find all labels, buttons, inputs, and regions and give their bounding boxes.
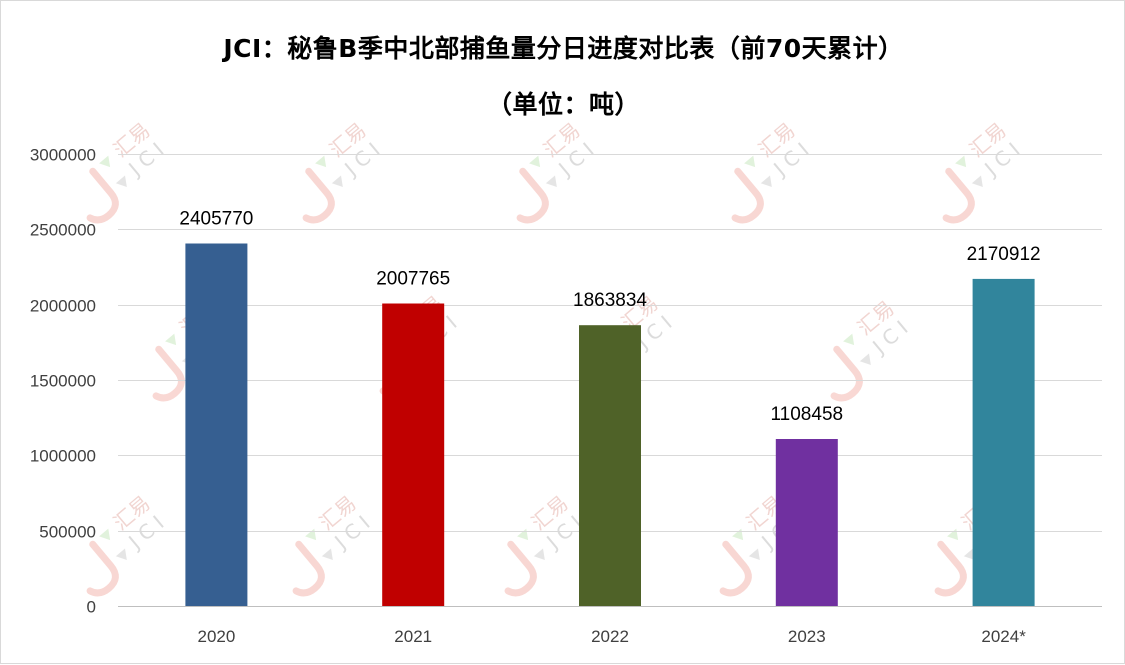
watermark-j-mark [516, 167, 549, 224]
watermark-j-mark [302, 167, 335, 224]
bar-2020 [185, 243, 248, 606]
watermark-leaf-mark [843, 333, 855, 346]
watermark-leaf-mark [305, 528, 317, 541]
y-tick-label: 1500000 [30, 372, 96, 391]
watermark-leaf-mark [529, 155, 541, 168]
y-tick-label: 2000000 [30, 297, 96, 316]
x-tick-label: 2020 [197, 627, 235, 646]
x-axis: 2020 2021 2022 2023 2024* [197, 627, 1026, 646]
watermark-j-mark [152, 345, 185, 402]
watermark-j-mark [830, 345, 863, 402]
watermark-grey-mark [115, 548, 127, 561]
watermark-leaf-mark [744, 155, 756, 168]
y-axis: 0 500000 1000000 1500000 2000000 2500000 30000… [30, 146, 96, 617]
watermark-leaf-mark [165, 333, 177, 346]
x-tick-label: 2021 [394, 627, 432, 646]
watermark-j-mark [934, 540, 967, 597]
data-label: 2405770 [179, 209, 253, 230]
y-tick-label: 1000000 [30, 447, 96, 466]
watermark-grey-mark [533, 548, 545, 561]
bar-2024 [972, 278, 1035, 606]
data-label: 1863834 [573, 290, 647, 311]
watermark-grey-mark [963, 548, 975, 561]
data-label: 2007765 [376, 269, 450, 290]
watermark-leaf-mark [955, 155, 967, 168]
chart-title: JCI：秘鲁B季中北部捕鱼量分日进度对比表（前70天累计） [223, 34, 904, 63]
watermark-j-mark [504, 540, 537, 597]
chart-subtitle: （单位：吨） [486, 90, 640, 119]
data-labels: 2405770 2007765 1863834 1108458 2170912 [179, 209, 1040, 426]
x-tick-label: 2023 [788, 627, 826, 646]
data-label: 1108458 [771, 404, 844, 425]
watermark-j-mark [86, 167, 119, 224]
y-tick-label: 2500000 [30, 221, 96, 240]
watermark-grey-mark [115, 175, 127, 188]
watermark-j-mark [719, 540, 752, 597]
watermark-leaf-mark [732, 528, 744, 541]
gridlines [118, 154, 1102, 607]
watermark-leaf-mark [99, 155, 111, 168]
bar-2023 [775, 439, 838, 606]
watermark-leaf-mark [517, 528, 529, 541]
watermark-leaf-mark [315, 155, 327, 168]
bar-2021 [382, 303, 445, 606]
watermark-leaf-mark [99, 528, 111, 541]
y-tick-label: 500000 [39, 523, 96, 542]
x-tick-label: 2024* [981, 627, 1026, 646]
watermark-j-mark [731, 167, 764, 224]
watermark-grey-mark [321, 548, 333, 561]
watermark-grey-mark [331, 175, 343, 188]
bar-2022 [579, 325, 641, 606]
x-tick-label: 2022 [591, 627, 629, 646]
watermark-j-mark [86, 540, 119, 597]
watermark-grey-mark [859, 353, 871, 366]
y-tick-label: 0 [87, 598, 96, 617]
watermark-leaf-mark [947, 528, 959, 541]
watermark-grey-mark [748, 548, 760, 561]
watermark-j-mark [292, 540, 325, 597]
watermark-grey-mark [971, 175, 983, 188]
y-tick-label: 3000000 [30, 146, 96, 165]
watermark-grey-mark [545, 175, 557, 188]
data-label: 2170912 [967, 244, 1041, 265]
watermark-grey-mark [760, 175, 772, 188]
bars [185, 243, 1035, 606]
watermark-j-mark [942, 167, 975, 224]
